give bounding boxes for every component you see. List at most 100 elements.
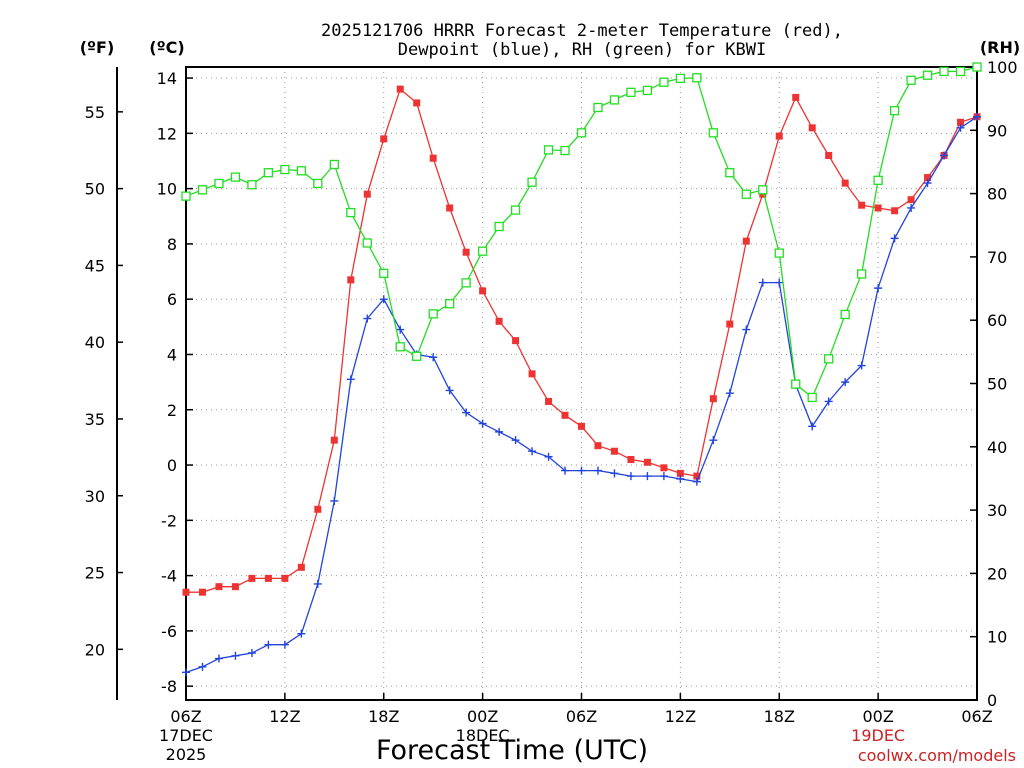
rh-point bbox=[675, 73, 686, 84]
temperature-point bbox=[660, 464, 668, 472]
dewpoint-point bbox=[742, 325, 751, 334]
dewpoint-point bbox=[231, 651, 240, 660]
dewpoint-point bbox=[775, 278, 784, 287]
temperature-point bbox=[578, 422, 585, 430]
dewpoint-point bbox=[198, 662, 207, 671]
rh-tick-label: 80 bbox=[987, 185, 1007, 204]
temperature-point bbox=[314, 505, 322, 513]
dewpoint-point bbox=[643, 472, 652, 481]
temperature-point bbox=[264, 574, 272, 582]
dewpoint-point bbox=[462, 408, 471, 417]
temperature-point bbox=[380, 135, 388, 143]
temperature-point bbox=[413, 99, 421, 107]
series-dewpoint bbox=[182, 112, 981, 677]
x-tick-label: 06Z bbox=[566, 707, 597, 726]
temperature-point bbox=[709, 395, 717, 403]
temperature-point bbox=[808, 124, 816, 132]
rh-tick-label: 20 bbox=[987, 564, 1007, 583]
rh-tick-label: 90 bbox=[987, 121, 1007, 140]
dewpoint-point bbox=[808, 422, 817, 431]
temperature-point bbox=[594, 442, 602, 450]
rh-point bbox=[230, 172, 241, 182]
dewpoint-point bbox=[890, 234, 899, 243]
dewpoint-point bbox=[363, 314, 372, 323]
temperature-point bbox=[231, 583, 239, 591]
dewpoint-point bbox=[973, 112, 981, 121]
temperature-line bbox=[186, 87, 978, 593]
temperature-point bbox=[248, 574, 256, 582]
rh-point bbox=[840, 309, 850, 320]
rh-point bbox=[560, 145, 570, 156]
temperature-point bbox=[775, 132, 783, 140]
dewpoint-point bbox=[346, 375, 355, 384]
fahrenheit-tick-label: 30 bbox=[85, 487, 105, 506]
dewpoint-point bbox=[610, 469, 619, 478]
dewpoint-point bbox=[330, 496, 339, 505]
temperature-point bbox=[215, 583, 223, 591]
rh-point bbox=[708, 128, 718, 138]
rh-point bbox=[824, 354, 834, 364]
celsius-tick-label: 4 bbox=[167, 345, 177, 364]
dewpoint-point bbox=[709, 436, 718, 445]
x-tick-label: 12Z bbox=[269, 707, 300, 726]
plot-frame bbox=[185, 66, 978, 701]
rh-point bbox=[313, 178, 323, 189]
rh-point bbox=[181, 191, 191, 201]
axis-ticks: -8-6-4-202468101214202530354045505501020… bbox=[85, 58, 1018, 764]
temperature-point bbox=[512, 337, 520, 345]
dewpoint-point bbox=[247, 649, 256, 658]
dewpoint-point bbox=[297, 629, 306, 638]
rh-point bbox=[445, 299, 455, 309]
rh-tick-label: 70 bbox=[987, 248, 1007, 267]
celsius-tick-label: 0 bbox=[167, 456, 177, 475]
x-tick-label: 06Z bbox=[170, 707, 201, 726]
rh-point bbox=[280, 164, 290, 175]
grid-lines bbox=[186, 67, 977, 700]
temperature-point bbox=[907, 196, 915, 204]
temperature-point bbox=[924, 174, 932, 182]
temperature-point bbox=[841, 179, 849, 187]
celsius-unit-label: (ºC) bbox=[149, 38, 184, 57]
x-tick-year: 2025 bbox=[166, 745, 207, 764]
chart-title-line-1: 2025121706 HRRR Forecast 2-meter Tempera… bbox=[321, 21, 843, 41]
temperature-point bbox=[561, 411, 569, 419]
rh-point bbox=[576, 128, 587, 138]
x-tick-label: 00Z bbox=[862, 707, 893, 726]
dewpoint-point bbox=[528, 447, 537, 456]
celsius-tick-label: 12 bbox=[157, 124, 177, 143]
rh-tick-label: 60 bbox=[987, 311, 1007, 330]
rh-point bbox=[642, 85, 653, 96]
rh-point bbox=[379, 268, 389, 279]
fahrenheit-tick-label: 25 bbox=[85, 564, 105, 583]
dewpoint-point bbox=[478, 419, 487, 428]
temperature-point bbox=[495, 317, 503, 325]
rh-point bbox=[939, 66, 949, 77]
rh-tick-label: 10 bbox=[987, 628, 1007, 647]
dewpoint-point bbox=[725, 389, 734, 398]
temperature-point bbox=[198, 588, 206, 596]
dewpoint-point bbox=[429, 353, 438, 362]
dewpoint-point bbox=[379, 295, 388, 304]
rh-point bbox=[906, 75, 916, 85]
dewpoint-point bbox=[280, 640, 289, 649]
temperature-point bbox=[825, 151, 833, 159]
rh-tick-label: 0 bbox=[987, 691, 997, 710]
celsius-tick-label: 2 bbox=[167, 401, 177, 420]
temperature-point bbox=[792, 93, 800, 101]
rh-point bbox=[807, 392, 817, 403]
rh-point bbox=[346, 207, 356, 218]
rh-point bbox=[494, 221, 504, 232]
temperature-point bbox=[446, 204, 454, 212]
rh-point bbox=[774, 248, 784, 258]
dewpoint-point bbox=[923, 179, 932, 188]
dewpoint-point bbox=[495, 427, 504, 436]
rh-point bbox=[263, 168, 274, 178]
dewpoint-point bbox=[758, 278, 767, 287]
x-tick-date: 18DEC bbox=[456, 726, 510, 745]
temperature-point bbox=[693, 472, 701, 480]
rh-point bbox=[527, 177, 537, 187]
x-tick-label: 18Z bbox=[764, 707, 795, 726]
rh-point bbox=[543, 145, 554, 155]
temperature-point bbox=[676, 469, 684, 477]
